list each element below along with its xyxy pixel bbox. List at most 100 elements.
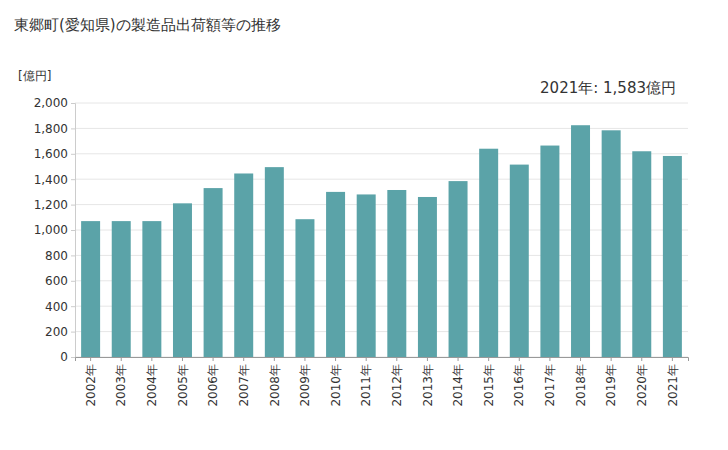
y-tick: 2,000 [34, 96, 75, 110]
grid-line [75, 280, 688, 281]
x-tick-label: 2004年 [145, 364, 159, 407]
bar [326, 192, 345, 357]
x-tick-label: 2015年 [482, 364, 496, 407]
x-tick-mark [243, 357, 244, 361]
x-tick: 2011年 [359, 357, 373, 407]
x-tick: 2015年 [482, 357, 496, 407]
x-tick-label: 2008年 [268, 364, 282, 407]
y-tick-label: 1,800 [34, 122, 68, 136]
bar [632, 151, 651, 357]
x-tick-label: 2010年 [329, 364, 343, 407]
x-tick-label: 2016年 [512, 364, 526, 407]
x-tick: 2012年 [390, 357, 404, 407]
x-tick-label: 2020年 [635, 364, 649, 407]
bar [479, 149, 498, 357]
y-tick-mark [71, 306, 75, 307]
x-tick: 2006年 [206, 357, 220, 407]
x-tick: 2013年 [421, 357, 435, 407]
grid-line [75, 128, 688, 129]
y-tick: 600 [45, 274, 75, 288]
x-tick: 2009年 [298, 357, 312, 407]
grid-line [75, 103, 688, 104]
bars [81, 125, 682, 357]
plot: 02004006008001,0001,2001,4001,6001,8002,… [34, 96, 689, 406]
bar [540, 146, 559, 357]
grid-line [75, 230, 688, 231]
y-tick-mark [71, 332, 75, 333]
x-tick-mark [611, 357, 612, 361]
bar [602, 130, 621, 357]
x-tick-label: 2007年 [237, 364, 251, 407]
y-tick: 1,800 [34, 122, 75, 136]
bar [173, 203, 192, 357]
grid-line [75, 204, 688, 205]
y-tick: 1,000 [34, 223, 75, 237]
y-tick-mark [71, 230, 75, 231]
bar [265, 167, 284, 357]
x-tick-label: 2009年 [298, 364, 312, 407]
x-tick: 2019年 [604, 357, 618, 407]
x-tick: 2016年 [512, 357, 526, 407]
y-tick-label: 1,600 [34, 147, 68, 161]
x-tick: 2014年 [451, 357, 465, 407]
x-tick-mark [304, 357, 305, 361]
x-tick: 2018年 [574, 357, 588, 407]
grid-line [75, 153, 688, 154]
y-axis-title: [億円] [18, 69, 51, 83]
bar [295, 219, 314, 357]
y-tick-mark [71, 255, 75, 256]
x-tick-mark [641, 357, 642, 361]
y-tick: 1,400 [34, 173, 75, 187]
y-tick: 200 [45, 325, 75, 339]
x-tick-mark [182, 357, 183, 361]
x-tick-mark [488, 357, 489, 361]
bar [81, 221, 100, 357]
y-tick-mark [71, 128, 75, 129]
x-tick-label: 2002年 [84, 364, 98, 407]
grid-line [75, 179, 688, 180]
x-tick-mark [580, 357, 581, 361]
x-tick-label: 2012年 [390, 364, 404, 407]
bar [449, 181, 468, 357]
bar [234, 173, 253, 357]
x-tick-label: 2017年 [543, 364, 557, 407]
x-tick-mark [121, 357, 122, 361]
title: 東郷町(愛知県)の製造品出荷額等の推移 [14, 16, 281, 34]
x-tick-mark [151, 357, 152, 361]
x-tick-mark [90, 357, 91, 361]
bar [418, 197, 437, 357]
bar [204, 188, 223, 357]
y-tick-label: 1,400 [34, 173, 68, 187]
grid-line [75, 255, 688, 256]
y-tick-label: 1,000 [34, 223, 68, 237]
x-tick-mark [672, 357, 673, 361]
bar [510, 165, 529, 357]
x-tick: 2004年 [145, 357, 159, 407]
x-tick-label: 2011年 [359, 364, 373, 407]
y-tick-label: 2,000 [34, 96, 68, 110]
x-tick-mark [549, 357, 550, 361]
x-tick-mark [458, 357, 459, 361]
y-tick-mark [71, 179, 75, 180]
y-tick: 0 [60, 350, 75, 364]
y-tick: 400 [45, 300, 75, 314]
x-tick-mark [213, 357, 214, 361]
x-tick: 2005年 [176, 357, 190, 407]
y-tick-label: 1,200 [34, 198, 68, 212]
y-tick-mark [71, 205, 75, 206]
bar [357, 194, 376, 357]
y-tick-mark [71, 103, 75, 104]
x-tick-label: 2006年 [206, 364, 220, 407]
x-tick-label: 2005年 [176, 364, 190, 407]
x-tick-mark [274, 357, 275, 361]
x-tick: 2020年 [635, 357, 649, 407]
y-tick-mark [71, 281, 75, 282]
x-tick-label: 2018年 [574, 364, 588, 407]
x-tick-mark [366, 357, 367, 361]
bar [387, 190, 406, 357]
bar [571, 125, 590, 357]
x-tick: 2021年 [666, 357, 680, 407]
grid [75, 103, 688, 357]
y-axis: 02004006008001,0001,2001,4001,6001,8002,… [34, 96, 76, 364]
x-tick-label: 2014年 [451, 364, 465, 407]
